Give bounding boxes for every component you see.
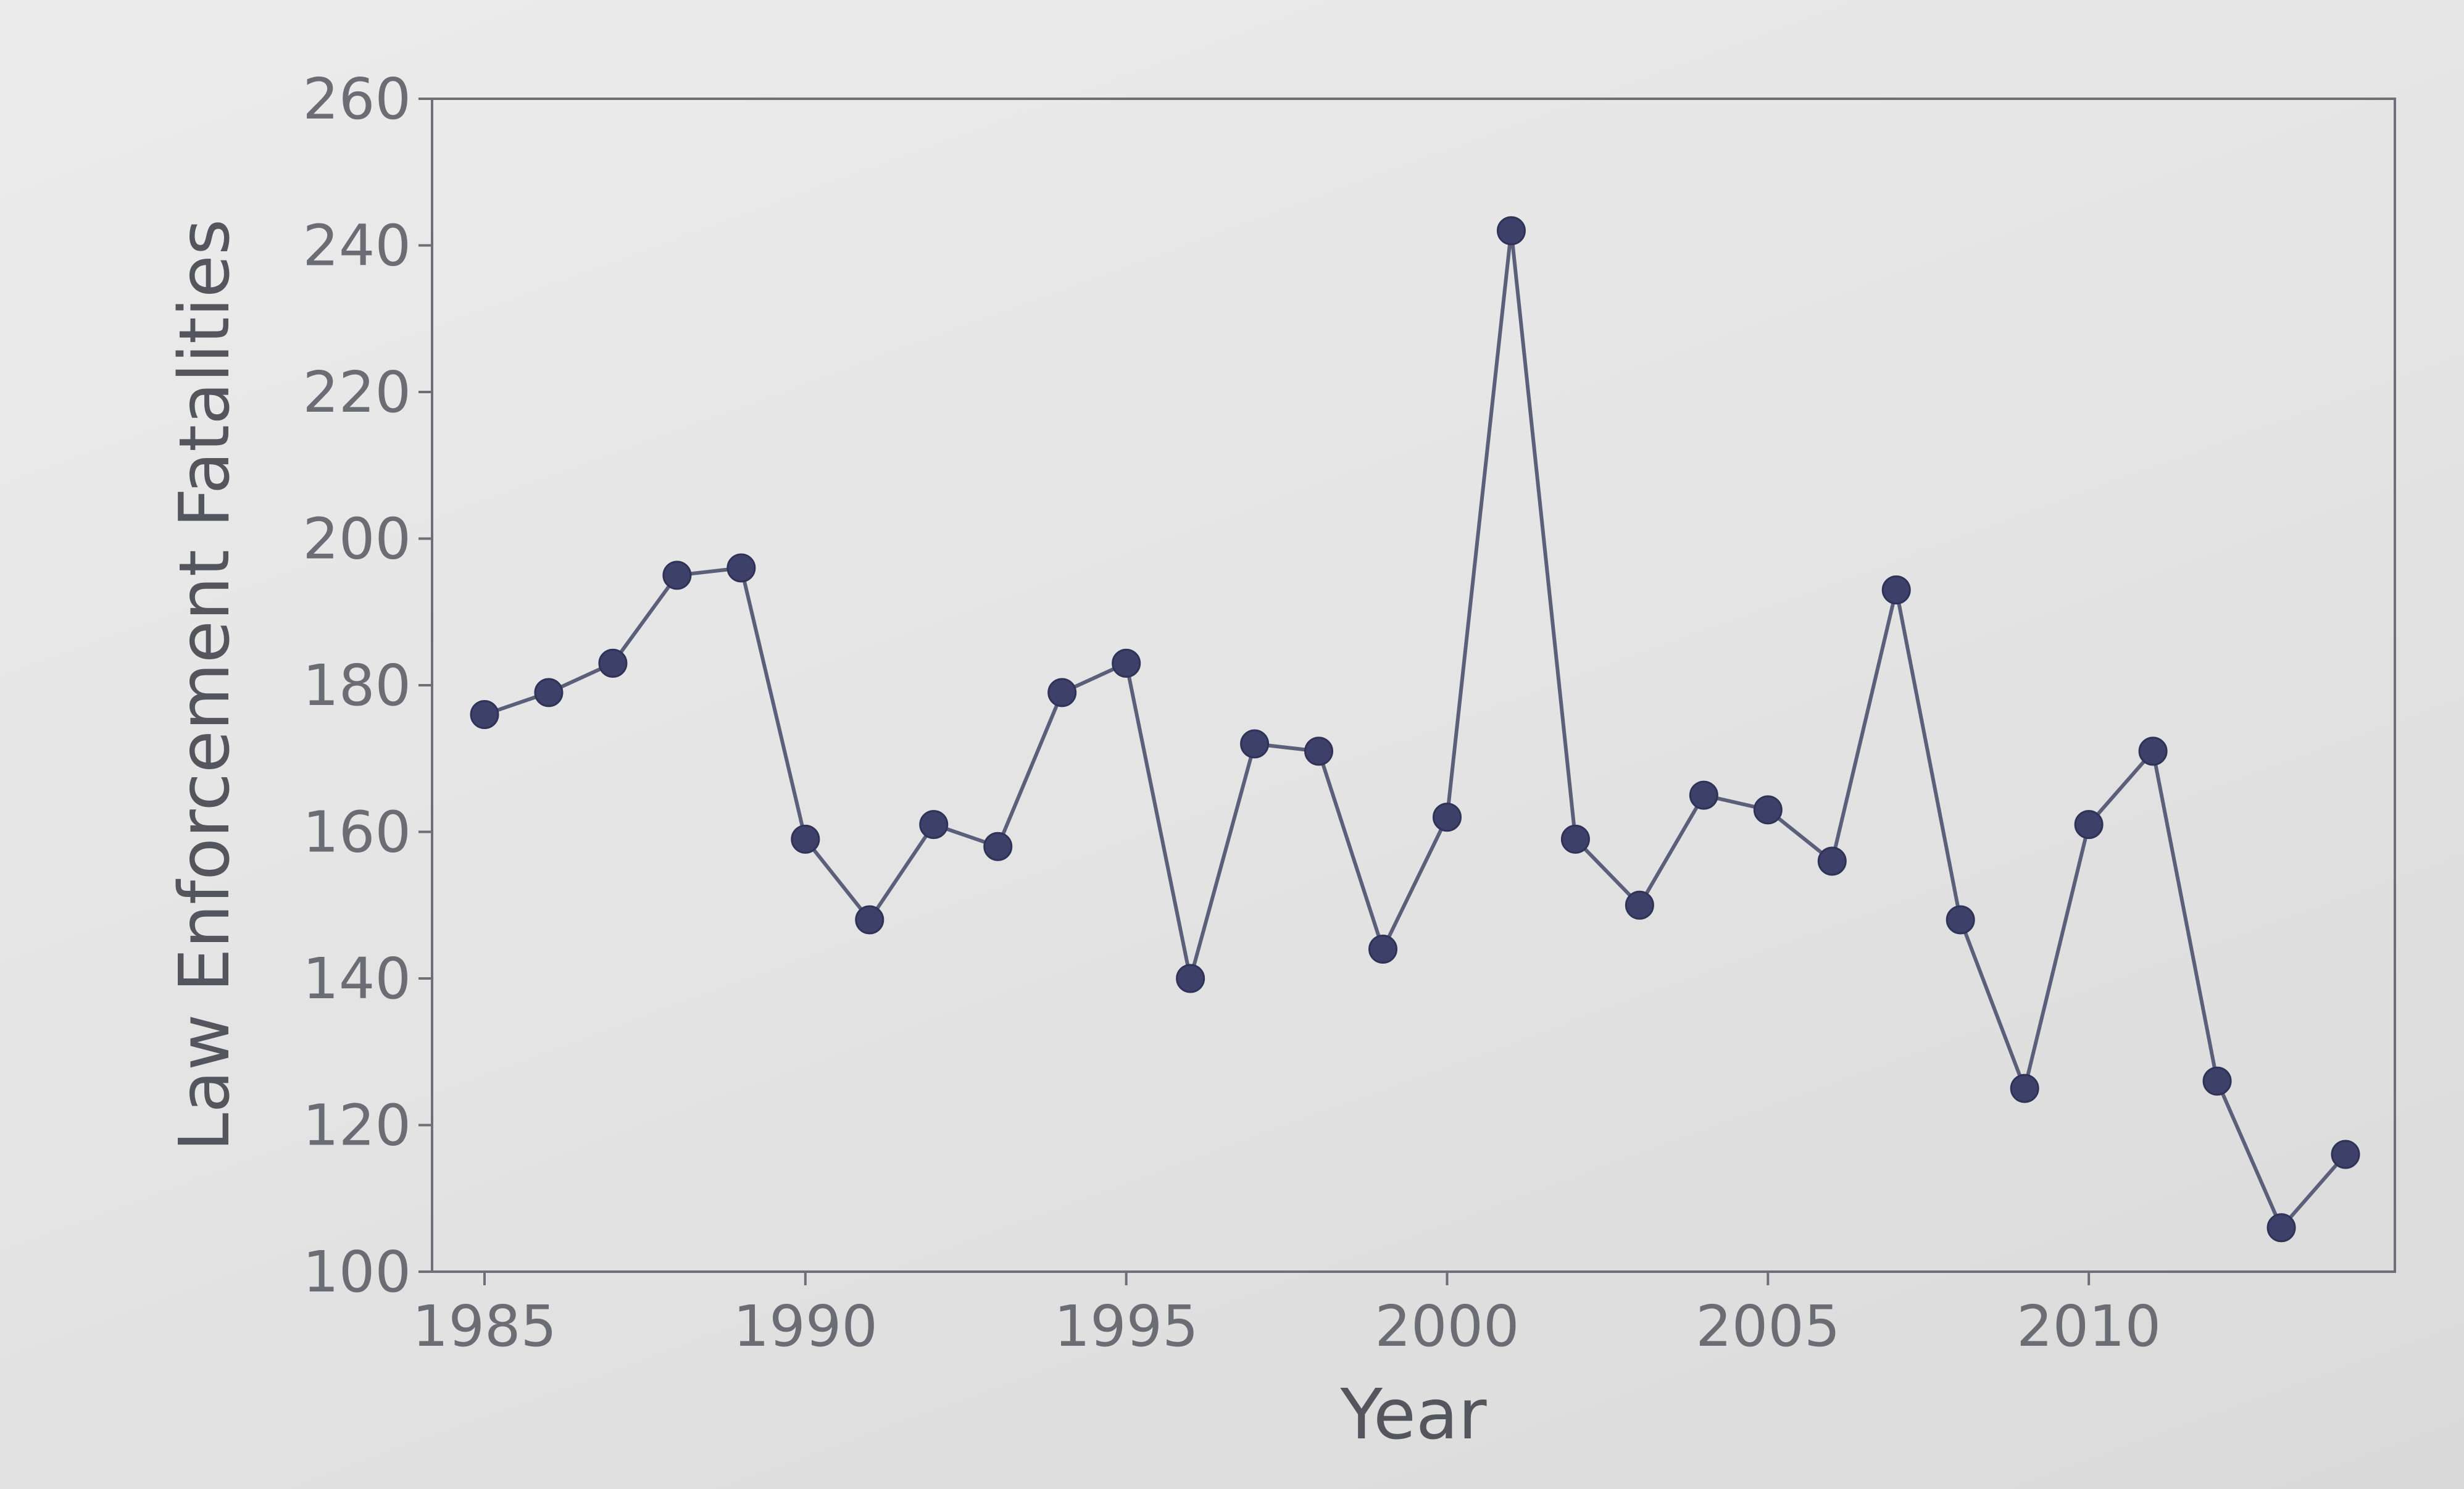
y-tick-label: 180 <box>302 653 411 719</box>
data-point <box>1689 780 1718 810</box>
series-line <box>484 228 2347 1230</box>
data-point <box>2010 1074 2039 1103</box>
data-point <box>1496 216 1526 246</box>
x-tick-label: 1995 <box>1054 1293 1199 1359</box>
y-tick-label: 260 <box>302 66 411 132</box>
y-tick-label: 140 <box>302 946 411 1012</box>
data-point <box>534 678 564 707</box>
data-point <box>1176 964 1205 993</box>
y-tick-label: 100 <box>302 1239 411 1305</box>
data-point <box>1240 729 1270 759</box>
x-tick-label: 1990 <box>733 1293 878 1359</box>
data-point <box>1881 575 1911 605</box>
y-axis: 100 120 140 160 180 200 220 240 260 <box>302 66 432 1305</box>
data-point <box>726 553 756 583</box>
x-tick-label: 2000 <box>1375 1293 1519 1359</box>
data-point <box>598 648 628 678</box>
x-axis: 1985 1990 1995 2000 2005 2010 <box>412 1272 2161 1359</box>
data-point <box>1753 795 1783 825</box>
data-point <box>983 832 1013 861</box>
data-point <box>2266 1213 2296 1243</box>
y-tick-label: 120 <box>302 1093 411 1159</box>
x-tick-label: 2010 <box>2017 1293 2161 1359</box>
data-point <box>2074 810 2104 840</box>
data-point <box>2331 1140 2360 1169</box>
data-point <box>2202 1066 2232 1096</box>
data-point <box>1112 648 1141 678</box>
data-point <box>1047 678 1077 707</box>
data-point <box>1946 905 1975 935</box>
data-point <box>1560 824 1590 854</box>
data-point <box>791 824 820 854</box>
data-point <box>855 905 884 935</box>
data-point <box>470 700 499 729</box>
data-point <box>1304 736 1334 766</box>
data-point <box>1432 803 1462 832</box>
plot-area-frame <box>431 98 2396 1273</box>
data-point <box>1625 890 1654 920</box>
x-tick-label: 2005 <box>1696 1293 1840 1359</box>
data-point <box>1817 846 1847 876</box>
data-point <box>1368 935 1398 964</box>
y-tick-label: 160 <box>302 799 411 865</box>
y-tick-label: 220 <box>302 359 411 425</box>
y-axis-title: Law Enforcement Fatalities <box>165 219 245 1151</box>
y-tick-label: 240 <box>302 213 411 279</box>
x-tick-label: 1985 <box>412 1293 557 1359</box>
data-point <box>662 561 692 590</box>
data-point <box>919 810 949 840</box>
data-markers <box>470 216 2360 1243</box>
x-axis-title: Year <box>1339 1375 1487 1455</box>
data-point <box>2138 736 2168 766</box>
y-tick-label: 200 <box>302 506 411 572</box>
